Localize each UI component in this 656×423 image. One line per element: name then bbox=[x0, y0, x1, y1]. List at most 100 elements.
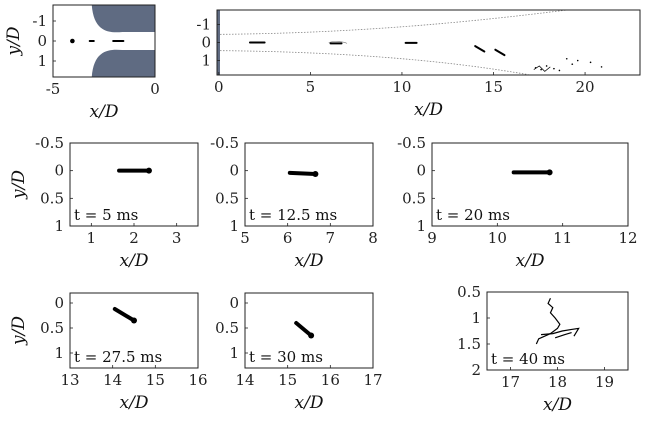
droplet-head bbox=[145, 167, 152, 174]
x-tick-label: -5 bbox=[46, 80, 61, 98]
time-annotation: t = 12.5 ms bbox=[249, 206, 337, 224]
nozzle-wall-top bbox=[91, 5, 155, 33]
plot-frame bbox=[431, 142, 629, 227]
x-tick-label: 2 bbox=[129, 229, 139, 247]
time-annotation: t = 27.5 ms bbox=[74, 348, 162, 366]
droplet-head bbox=[131, 317, 137, 324]
droplet-blob bbox=[287, 170, 318, 176]
y-tick-label: 0 bbox=[201, 34, 211, 52]
x-tick-label: 10 bbox=[488, 229, 507, 247]
x-axis-label: x/D bbox=[120, 393, 149, 413]
droplet-blob bbox=[474, 45, 486, 53]
x-axis-label: x/D bbox=[295, 393, 324, 413]
x-tick-label: 0 bbox=[214, 78, 224, 96]
y-tick-label: 1.5 bbox=[457, 335, 481, 353]
y-tick-label: 1 bbox=[54, 217, 64, 235]
droplet-blob bbox=[294, 321, 314, 338]
panel-t20: 9 10 11 12 -0.5 0 0.5 1 x/D t = 20 ms bbox=[397, 134, 637, 271]
droplet-filament bbox=[535, 297, 561, 345]
x-axis-label: x/D bbox=[414, 100, 443, 120]
envelope-top bbox=[216, 9, 567, 35]
x-tick-label: 12 bbox=[618, 229, 637, 247]
panel-t12-5: 5 6 7 8 -0.5 0 0.5 1 x/D t = 12.5 ms bbox=[210, 134, 378, 271]
y-tick-label: -0.5 bbox=[35, 134, 64, 152]
droplet-blob bbox=[494, 48, 506, 57]
x-tick-label: 20 bbox=[576, 78, 595, 96]
y-tick-label: 1 bbox=[229, 344, 239, 362]
spray-fragment bbox=[540, 68, 542, 71]
y-tick-label: 0.5 bbox=[402, 189, 426, 207]
spray-filament bbox=[533, 65, 551, 72]
spray-fragment bbox=[565, 57, 568, 60]
time-annotation: t = 5 ms bbox=[74, 206, 138, 224]
y-axis-label: y/D bbox=[9, 316, 29, 346]
y-tick-label: 1 bbox=[201, 52, 211, 70]
y-tick-label: -0.5 bbox=[397, 134, 426, 152]
x-axis-label: x/D bbox=[295, 251, 324, 271]
droplet-head bbox=[312, 170, 319, 177]
y-tick-label: 0 bbox=[54, 162, 64, 180]
x-tick-label: 1 bbox=[87, 229, 97, 247]
x-tick-label: 7 bbox=[326, 229, 336, 247]
x-tick-label: 15 bbox=[278, 371, 297, 389]
y-tick-label: 1 bbox=[416, 217, 426, 235]
y-tick-label: 0.5 bbox=[215, 189, 239, 207]
x-tick-label: 10 bbox=[392, 78, 411, 96]
x-axis-label: x/D bbox=[516, 251, 545, 271]
x-axis-label: x/D bbox=[90, 102, 119, 122]
y-tick-label: 1 bbox=[54, 344, 64, 362]
spray-fragment bbox=[576, 59, 579, 62]
x-tick-label: 3 bbox=[172, 229, 182, 247]
droplet-head bbox=[546, 169, 553, 176]
droplet-blob bbox=[112, 307, 136, 323]
x-tick-label: 0 bbox=[150, 80, 160, 98]
y-tick-label: 0 bbox=[54, 294, 64, 312]
x-tick-label: 16 bbox=[321, 371, 340, 389]
plot-frame bbox=[244, 142, 374, 227]
y-tick-label: 1 bbox=[37, 52, 47, 70]
y-tick-label: 0.5 bbox=[215, 319, 239, 337]
y-tick-label: 1 bbox=[471, 309, 481, 327]
y-tick-label: -1 bbox=[32, 12, 47, 30]
x-tick-label: 17 bbox=[363, 371, 382, 389]
spray-fragment bbox=[545, 65, 548, 67]
y-tick-label: 0 bbox=[37, 32, 47, 50]
x-axis-label: x/D bbox=[120, 251, 149, 271]
panel-t30: 14 15 16 17 0 0.5 1 x/D t = 30 ms bbox=[215, 292, 383, 413]
y-tick-label: 0.5 bbox=[457, 283, 481, 301]
x-tick-label: 14 bbox=[103, 371, 122, 389]
nozzle-wall-bottom bbox=[91, 49, 155, 77]
time-annotation: t = 40 ms bbox=[491, 350, 565, 368]
spray-fragment bbox=[600, 66, 603, 68]
time-annotation: t = 30 ms bbox=[249, 348, 323, 366]
x-tick-label: 17 bbox=[501, 373, 520, 391]
panel-nozzle: -5 0 -1 0 1 x/D y/D bbox=[4, 4, 160, 122]
spray-fragment bbox=[571, 63, 574, 65]
y-tick-label: -1 bbox=[196, 15, 211, 33]
droplet-filament bbox=[540, 327, 580, 337]
time-annotation: t = 20 ms bbox=[436, 206, 510, 224]
y-tick-label: 0 bbox=[229, 294, 239, 312]
y-tick-label: 0.5 bbox=[40, 319, 64, 337]
y-axis-label: y/D bbox=[4, 26, 24, 56]
x-tick-label: 19 bbox=[595, 373, 614, 391]
plot-frame bbox=[69, 292, 199, 369]
y-tick-label: -0.5 bbox=[210, 134, 239, 152]
y-tick-label: 0 bbox=[416, 162, 426, 180]
x-tick-label: 9 bbox=[427, 229, 437, 247]
x-tick-label: 15 bbox=[146, 371, 165, 389]
x-tick-label: 11 bbox=[553, 229, 572, 247]
droplet-blob bbox=[70, 38, 75, 44]
x-tick-label: 16 bbox=[188, 371, 207, 389]
x-tick-label: 5 bbox=[306, 78, 316, 96]
x-tick-label: 13 bbox=[60, 371, 79, 389]
spray-fragment bbox=[558, 69, 561, 72]
panel-t5: 1 2 3 -0.5 0 0.5 1 x/D y/D t = 5 ms bbox=[9, 134, 199, 271]
plot-frame bbox=[216, 9, 641, 76]
x-tick-label: 6 bbox=[283, 229, 293, 247]
y-tick-label: 0 bbox=[229, 162, 239, 180]
panel-t27-5: 13 14 15 16 0 0.5 1 x/D y/D t = 27.5 ms bbox=[9, 292, 208, 413]
y-tick-label: 0.5 bbox=[40, 189, 64, 207]
